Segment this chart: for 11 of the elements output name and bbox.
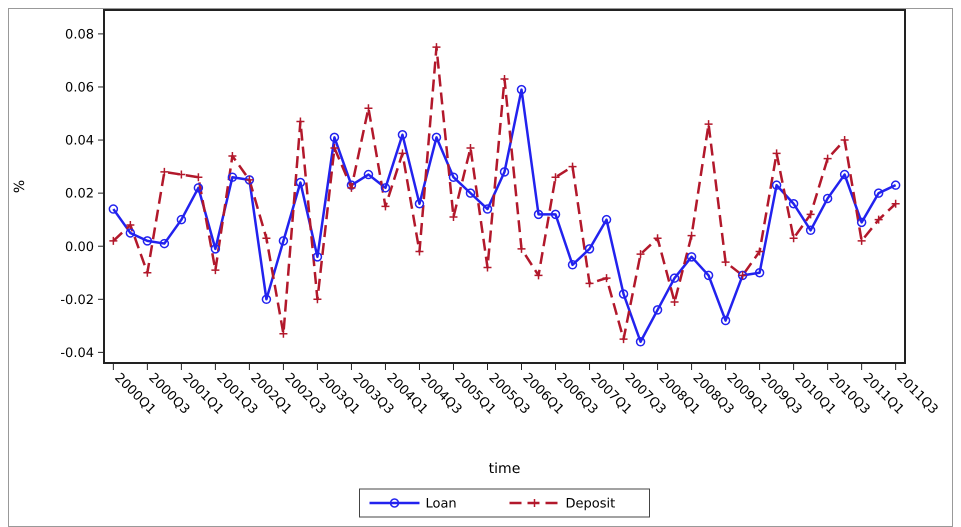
y-tick-label: -0.02 [60,292,94,308]
legend-label: Loan [426,496,457,512]
y-tick-label: 0.08 [65,27,94,42]
y-tick-label: 0.02 [65,186,94,202]
y-axis-title: % [12,180,28,194]
y-tick-label: 0.06 [65,80,94,96]
y-tick-label: -0.04 [60,346,94,361]
legend-label: Deposit [566,496,616,512]
x-axis-title: time [488,461,520,477]
y-tick-label: 0.04 [65,134,94,149]
y-tick-label: 0.00 [65,240,94,255]
